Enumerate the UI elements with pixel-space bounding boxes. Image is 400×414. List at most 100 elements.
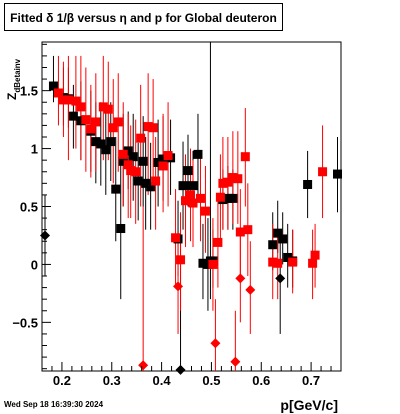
- black-marker: [141, 178, 151, 188]
- data-points: [39, 81, 343, 375]
- black-marker: [48, 81, 58, 91]
- red-marker: [53, 88, 63, 98]
- red-marker: [200, 206, 210, 216]
- black-marker: [278, 234, 288, 244]
- red-marker: [235, 273, 246, 284]
- x-tick-label: 0.2: [53, 373, 71, 388]
- black-marker: [275, 273, 286, 284]
- y-tick-label: 1.5: [20, 84, 38, 99]
- red-marker: [273, 258, 283, 268]
- red-marker: [158, 161, 168, 171]
- red-marker: [171, 233, 181, 243]
- red-marker: [308, 258, 318, 268]
- red-marker: [195, 193, 205, 203]
- red-marker: [243, 225, 253, 235]
- red-marker: [208, 259, 218, 269]
- red-marker: [151, 176, 161, 186]
- x-tick-label: 0.5: [202, 373, 220, 388]
- red-marker: [230, 356, 241, 367]
- black-marker: [175, 364, 186, 375]
- x-tick-label: 0.4: [153, 373, 172, 388]
- black-marker: [68, 111, 78, 121]
- y-tick-label: 0.5: [20, 200, 38, 215]
- red-marker: [148, 123, 158, 133]
- x-axis-label: p[GeV/c]: [280, 397, 338, 413]
- red-marker: [81, 115, 91, 125]
- x-tick-label: 0.3: [103, 373, 121, 388]
- red-marker: [63, 95, 73, 105]
- red-marker: [223, 177, 233, 187]
- red-marker: [163, 151, 173, 161]
- black-marker: [158, 154, 168, 164]
- black-marker: [193, 149, 203, 159]
- red-marker: [71, 96, 81, 106]
- black-marker: [268, 240, 278, 250]
- red-marker: [188, 198, 198, 208]
- y-axis-label: ZdBetainv: [5, 58, 22, 100]
- red-marker: [288, 257, 298, 267]
- black-marker: [91, 137, 101, 147]
- black-marker: [39, 230, 50, 241]
- black-marker: [118, 156, 128, 166]
- red-marker: [176, 255, 186, 265]
- red-marker: [186, 190, 196, 200]
- black-marker: [303, 179, 313, 189]
- red-marker: [213, 237, 223, 247]
- red-marker: [91, 117, 101, 127]
- black-marker: [106, 137, 116, 147]
- x-tick-label: 0.6: [252, 373, 270, 388]
- black-marker: [283, 252, 293, 262]
- red-marker: [181, 196, 191, 206]
- red-marker: [318, 167, 328, 177]
- red-marker: [310, 250, 320, 260]
- date-stamp: Wed Sep 18 16:39:30 2024: [4, 400, 104, 409]
- red-marker: [173, 281, 184, 292]
- red-marker: [103, 104, 113, 114]
- black-marker: [111, 184, 121, 194]
- red-marker: [126, 166, 136, 176]
- black-marker: [333, 169, 343, 179]
- black-marker: [273, 228, 283, 238]
- black-marker: [101, 145, 111, 155]
- red-marker: [235, 227, 245, 237]
- x-axis-ticks: 0.2 0.3 0.4 0.5 0.6 0.7: [41, 362, 342, 388]
- red-marker: [76, 102, 86, 112]
- black-marker: [188, 181, 198, 191]
- black-marker: [223, 193, 233, 203]
- red-marker: [215, 192, 225, 202]
- y-axis-label-sub: dBetainv: [13, 58, 22, 92]
- red-marker: [228, 173, 238, 183]
- black-marker: [76, 116, 86, 126]
- black-marker: [228, 193, 238, 203]
- x-tick-label: 0.7: [302, 373, 320, 388]
- black-marker: [123, 146, 133, 156]
- red-marker: [143, 122, 153, 132]
- black-marker: [96, 139, 106, 149]
- black-marker: [178, 181, 188, 191]
- y-axis-label-main: Z: [5, 93, 19, 100]
- red-marker: [131, 167, 141, 177]
- red-marker: [240, 152, 250, 162]
- black-marker: [138, 156, 148, 166]
- red-marker: [118, 149, 128, 159]
- red-marker: [86, 124, 96, 134]
- red-marker: [245, 284, 256, 295]
- red-marker: [113, 117, 123, 127]
- red-marker: [98, 102, 108, 112]
- title-box: Fitted δ 1/β versus η and p for Global d…: [4, 3, 283, 31]
- black-marker: [153, 157, 163, 167]
- black-marker: [116, 224, 126, 234]
- black-marker: [146, 182, 156, 192]
- red-marker: [218, 178, 228, 188]
- red-marker: [123, 160, 133, 170]
- black-marker: [133, 176, 143, 186]
- black-marker: [183, 166, 193, 176]
- black-marker: [128, 152, 138, 162]
- y-tick-label: 1: [31, 142, 38, 157]
- red-marker: [210, 338, 221, 349]
- red-marker: [136, 133, 146, 143]
- y-axis-ticks: −0.5 0 0.5 1 1.5: [12, 43, 51, 370]
- red-marker: [268, 257, 278, 267]
- red-marker: [108, 123, 118, 133]
